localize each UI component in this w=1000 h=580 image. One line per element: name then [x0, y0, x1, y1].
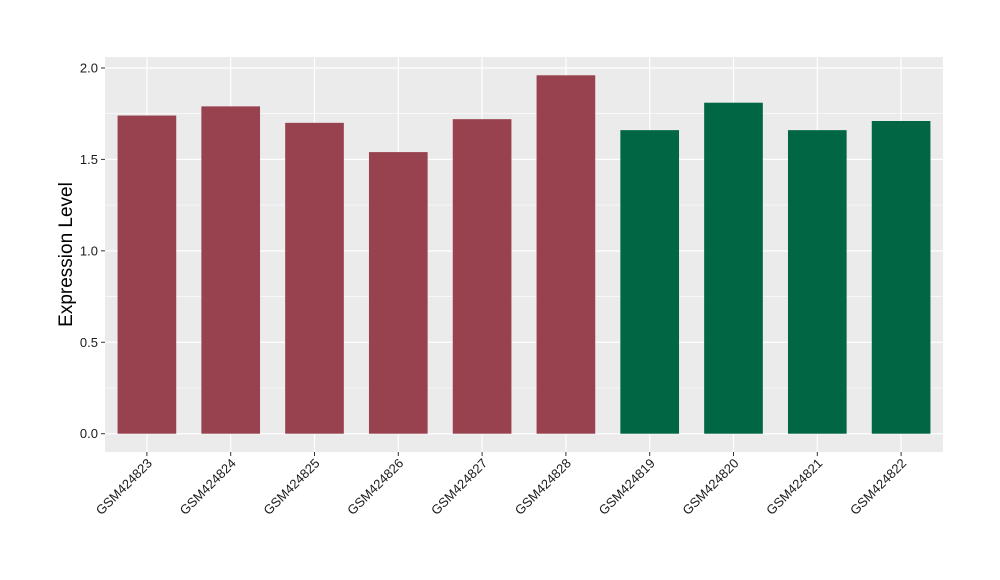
y-tick-label: 1.5: [80, 152, 98, 167]
bar-GSM424824: [201, 106, 261, 434]
x-axis: GSM424823 GSM424824 GSM424825 GSM424826 GSM4…: [93, 452, 909, 518]
bar-GSM424819: [620, 130, 680, 434]
bars: [117, 75, 931, 434]
y-axis-title: Expression Level: [56, 182, 77, 327]
y-tick-label: 1.0: [80, 243, 98, 258]
bar-GSM424821: [787, 130, 847, 434]
x-tick-label: GSM424827: [428, 456, 490, 518]
bar-GSM424823: [117, 115, 177, 434]
x-tick-label: GSM424823: [93, 456, 155, 518]
bar-GSM424828: [536, 75, 596, 434]
bar-GSM424827: [452, 119, 512, 434]
bar-GSM424825: [285, 122, 344, 434]
x-tick-label: GSM424826: [344, 456, 406, 518]
x-tick-label: GSM424821: [763, 456, 825, 518]
x-tick-label: GSM424824: [177, 456, 239, 518]
y-tick-label: 0.5: [80, 335, 98, 350]
bar-GSM424826: [368, 152, 428, 434]
x-tick-label: GSM424828: [512, 456, 574, 518]
y-tick-label: 0.0: [80, 426, 98, 441]
x-tick-label: GSM424820: [679, 456, 741, 518]
x-tick-label: GSM424822: [847, 456, 909, 518]
y-axis: 0.0 0.5 1.0 1.5 2.0: [80, 60, 105, 441]
y-tick-label: 2.0: [80, 60, 98, 75]
x-tick-label: GSM424825: [260, 456, 322, 518]
bar-GSM424822: [871, 121, 931, 434]
bar-GSM424820: [704, 102, 763, 434]
x-tick-label: GSM424819: [596, 456, 658, 518]
